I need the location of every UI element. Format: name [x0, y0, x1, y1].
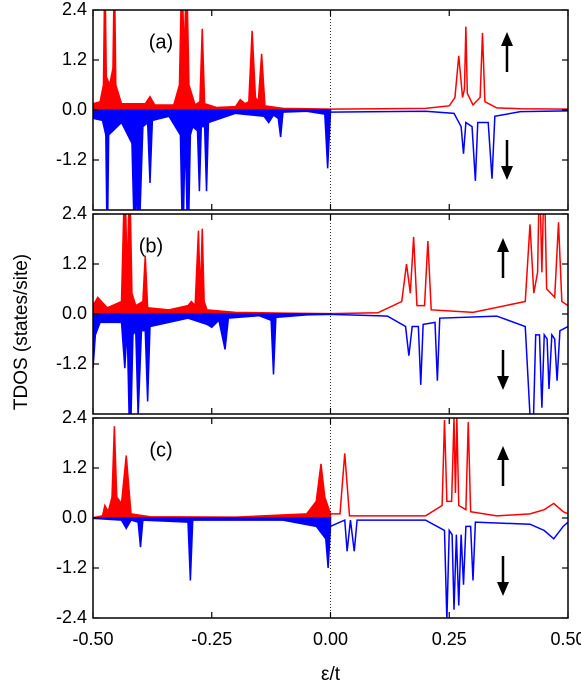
panel-label: (a): [149, 31, 173, 53]
y-tick-label: -1.2: [56, 557, 87, 577]
y-axis-label: TDOS (states/site): [11, 254, 32, 410]
spin-down-arrowhead: [497, 376, 509, 390]
y-tick-label: 0.0: [62, 303, 87, 323]
spin-down-arrowhead: [497, 582, 509, 596]
y-tick-label: 0.0: [62, 507, 87, 527]
dos-line: [330, 214, 568, 315]
dos-area: [93, 517, 332, 581]
dos-area: [93, 10, 332, 111]
spin-up-arrowhead: [497, 446, 509, 460]
dos-area: [93, 214, 332, 315]
x-tick-label: 0.50: [550, 629, 581, 649]
plot-area: [93, 10, 568, 210]
x-tick-label: 0.00: [313, 629, 348, 649]
y-tick-label: 0.0: [62, 99, 87, 119]
plot-area: [93, 418, 568, 618]
y-tick-label: 1.2: [62, 457, 87, 477]
dos-line: [330, 110, 568, 181]
y-tick-label: 1.2: [62, 253, 87, 273]
plot-area: [93, 214, 568, 414]
dos-line: [330, 418, 568, 517]
y-tick-label: 2.4: [62, 0, 87, 19]
x-tick-label: 0.25: [432, 629, 467, 649]
spin-up-arrowhead: [497, 238, 509, 252]
dos-line: [330, 518, 568, 618]
y-tick-label: -2.4: [56, 607, 87, 627]
y-tick-label: 2.4: [62, 203, 87, 223]
y-tick-label: 2.4: [62, 407, 87, 427]
dos-area: [93, 313, 332, 414]
dos-line: [330, 26, 568, 110]
spin-down-arrowhead: [501, 166, 513, 180]
x-axis-label: ε/t: [321, 664, 341, 685]
spin-up-arrowhead: [501, 32, 513, 46]
panel-label: (c): [149, 439, 172, 461]
y-tick-label: 1.2: [62, 49, 87, 69]
dos-area: [93, 109, 332, 210]
dos-area: [93, 426, 332, 519]
y-tick-label: -1.2: [56, 149, 87, 169]
x-tick-label: -0.50: [72, 629, 113, 649]
dos-line: [330, 313, 568, 414]
spin-arrows: [497, 32, 513, 596]
panel-label: (b): [139, 235, 163, 257]
y-tick-label: -1.2: [56, 353, 87, 373]
x-tick-label: -0.25: [191, 629, 232, 649]
